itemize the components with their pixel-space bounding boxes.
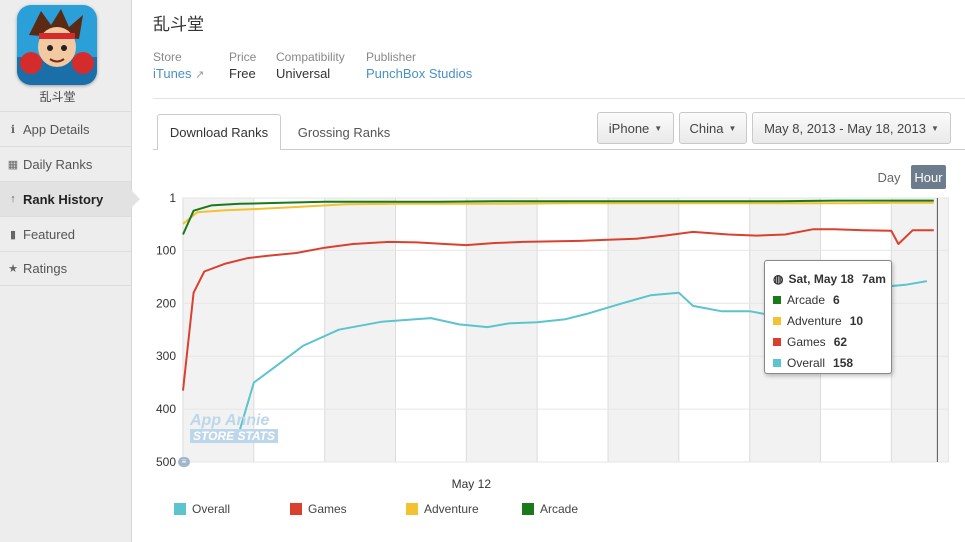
- y-tick-label: 400: [156, 402, 176, 416]
- sidebar-item-label: Daily Ranks: [23, 156, 93, 172]
- price-label: Price: [229, 50, 257, 64]
- tooltip-row-arcade: Arcade 6: [773, 289, 891, 310]
- adventure-swatch: [773, 316, 781, 325]
- sidebar-item-daily-ranks[interactable]: ▦ Daily Ranks: [0, 146, 131, 181]
- day-button[interactable]: Day: [877, 169, 901, 185]
- legend-swatch: [406, 503, 418, 515]
- legend-item-games[interactable]: Games: [290, 502, 347, 516]
- app-annie-watermark: App Annie STORE STATS: [190, 412, 279, 443]
- tab-grossing-ranks[interactable]: Grossing Ranks: [297, 124, 391, 140]
- y-axis-ticks: 1 100 200 300 400 500: [156, 191, 176, 469]
- legend-label: Overall: [192, 502, 231, 516]
- tooltip-series-value: 10: [849, 313, 864, 328]
- series-line-adventure: [182, 201, 934, 225]
- tooltip-series-value: 62: [833, 334, 848, 349]
- legend-item-adventure[interactable]: Adventure: [406, 502, 479, 516]
- app-name-label: 乱斗堂: [39, 90, 76, 104]
- arrow-up-icon: ↑: [10, 193, 16, 205]
- hour-button[interactable]: Hour: [911, 165, 946, 189]
- tooltip-time: 7am: [861, 271, 886, 286]
- compatibility-value: Universal: [276, 66, 331, 81]
- tooltip-series-name: Overall: [787, 355, 826, 370]
- x-tick-label: May 12: [452, 477, 492, 491]
- legend-item-arcade[interactable]: Arcade: [522, 502, 578, 516]
- tooltip-row-adventure: Adventure 10: [773, 310, 891, 331]
- y-tick-label: 500: [156, 455, 176, 469]
- caret-down-icon: ▼: [654, 123, 663, 133]
- tooltip-header: ◍ Sat, May 18 7am: [773, 268, 891, 289]
- bookmark-icon: ▮: [9, 228, 17, 241]
- legend-swatch: [290, 503, 302, 515]
- sidebar-item-ratings[interactable]: ★ Ratings: [0, 251, 131, 286]
- chart-tooltip: ◍ Sat, May 18 7am Arcade 6 Adventure 10 …: [764, 260, 892, 374]
- x-axis-ticks: May 12: [452, 477, 492, 491]
- sidebar-item-rank-history[interactable]: ↑ Rank History: [0, 181, 140, 216]
- day-band: [891, 198, 948, 462]
- legend-label: Adventure: [424, 502, 479, 516]
- external-link-icon: ↗: [195, 69, 205, 81]
- tooltip-series-name: Arcade: [787, 292, 826, 307]
- country-dropdown[interactable]: China ▼: [679, 112, 747, 144]
- tooltip-row-overall: Overall 158: [773, 352, 891, 373]
- tab-download-ranks[interactable]: Download Ranks: [157, 114, 281, 150]
- legend-label: Arcade: [540, 502, 579, 516]
- tooltip-series-name: Adventure: [787, 313, 842, 328]
- arcade-swatch: [773, 295, 781, 304]
- tooltip-date: Sat, May 18: [788, 271, 854, 286]
- date-range-value: May 8, 2013 - May 18, 2013: [764, 120, 926, 136]
- legend-swatch: [522, 503, 534, 515]
- legend-swatch: [174, 503, 186, 515]
- watermark-line2: STORE STATS: [190, 429, 279, 443]
- price-value: Free: [229, 66, 256, 81]
- day-band: [183, 198, 254, 462]
- day-band: [608, 198, 679, 462]
- rank-history-chart: 1 100 200 300 400 500 May 12: [156, 191, 949, 491]
- comment-icon[interactable]: ≡: [178, 457, 190, 467]
- sidebar-item-app-details[interactable]: ℹ App Details: [0, 111, 131, 146]
- day-band: [324, 198, 396, 462]
- device-dropdown[interactable]: iPhone ▼: [597, 112, 674, 144]
- tab-divider: [153, 149, 965, 150]
- globe-icon: ◍: [773, 271, 784, 286]
- caret-down-icon: ▼: [728, 123, 737, 133]
- store-label: Store: [153, 50, 182, 64]
- publisher-label: Publisher: [366, 50, 417, 64]
- publisher-link[interactable]: PunchBox Studios: [366, 66, 473, 81]
- games-swatch: [773, 337, 781, 346]
- sidebar-item-label: Featured: [23, 226, 76, 242]
- device-dropdown-value: iPhone: [608, 120, 650, 136]
- legend-item-overall[interactable]: Overall: [174, 502, 230, 516]
- series-line-games: [182, 228, 934, 391]
- info-icon: ℹ: [10, 123, 16, 136]
- y-tick-label: 300: [156, 349, 176, 363]
- day-band: [466, 198, 538, 462]
- y-tick-label: 1: [169, 191, 176, 205]
- date-range-dropdown[interactable]: May 8, 2013 - May 18, 2013 ▼: [752, 112, 951, 144]
- compatibility-label: Compatibility: [276, 50, 345, 64]
- sidebar-item-featured[interactable]: ▮ Featured: [0, 216, 131, 251]
- store-link[interactable]: iTunes ↗: [153, 66, 204, 81]
- sidebar-item-label: Rank History: [23, 191, 104, 207]
- watermark-line1: App Annie: [190, 412, 270, 429]
- tooltip-row-games: Games 62: [773, 331, 891, 352]
- y-tick-label: 200: [156, 296, 176, 310]
- tooltip-series-name: Games: [787, 334, 826, 349]
- country-dropdown-value: China: [689, 120, 724, 136]
- star-icon: ★: [8, 263, 18, 275]
- sidebar-item-label: Ratings: [23, 261, 68, 276]
- legend-label: Games: [308, 502, 347, 516]
- tooltip-series-value: 6: [833, 292, 840, 307]
- y-tick-label: 100: [156, 243, 176, 257]
- header-divider: [153, 98, 965, 99]
- calendar-icon: ▦: [7, 158, 19, 171]
- series-line-arcade: [182, 199, 934, 235]
- overall-swatch: [773, 358, 781, 367]
- tooltip-series-value: 158: [833, 355, 854, 370]
- sidebar: 乱斗堂 ℹ App Details ▦ Daily Ranks ↑ Rank H…: [0, 0, 140, 542]
- store-value[interactable]: iTunes: [153, 66, 192, 81]
- caret-down-icon: ▼: [930, 123, 939, 133]
- app-icon: [17, 5, 97, 85]
- sidebar-item-label: App Details: [23, 121, 90, 137]
- page-title: 乱斗堂: [153, 15, 204, 35]
